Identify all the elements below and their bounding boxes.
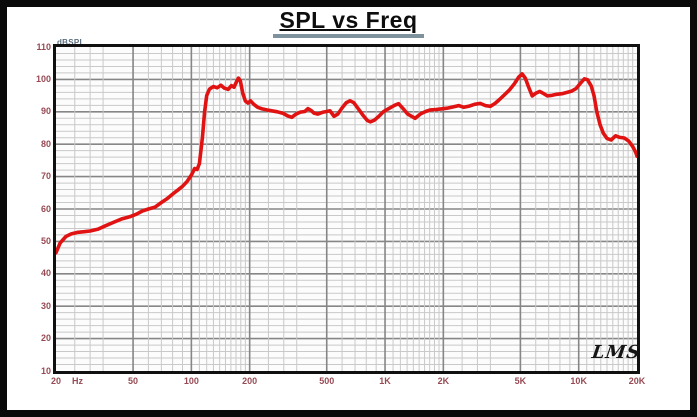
y-tick-label: 110: [36, 41, 51, 52]
plot-area: [53, 44, 640, 374]
y-tick-label: 30: [40, 300, 51, 311]
y-tick-label: 90: [40, 106, 51, 117]
lms-logo: LMS: [590, 342, 643, 363]
y-tick-label: 60: [40, 203, 51, 214]
x-tick-label: 1K: [379, 376, 391, 386]
y-tick-label: 40: [40, 268, 51, 279]
y-tick-label: 50: [40, 235, 51, 246]
y-tick-label: 80: [40, 138, 51, 149]
x-tick-label: 10K: [570, 376, 587, 386]
x-tick-label: 500: [319, 376, 335, 386]
y-tick-label: 10: [40, 365, 51, 376]
spl-curve: [56, 72, 637, 255]
x-tick-label: 20K: [628, 376, 646, 386]
chart-title-container: SPL vs Freq: [0, 7, 697, 38]
x-tick-label: 50: [128, 376, 139, 386]
frequency-response-plot: [56, 47, 637, 371]
x-tick-label: 100: [183, 376, 199, 386]
x-tick-label: 5K: [514, 376, 527, 386]
y-tick-label: 20: [40, 333, 51, 344]
chart-title: SPL vs Freq: [273, 7, 424, 38]
x-tick-label: 20: [50, 376, 62, 386]
y-tick-label: 100: [35, 73, 51, 84]
y-tick-label: 70: [40, 171, 51, 182]
x-tick-label: 2K: [437, 376, 450, 386]
y-axis-unit-label: dBSPL: [57, 38, 85, 47]
x-axis-unit-label: Hz: [72, 376, 83, 386]
x-tick-label: 200: [242, 376, 258, 386]
